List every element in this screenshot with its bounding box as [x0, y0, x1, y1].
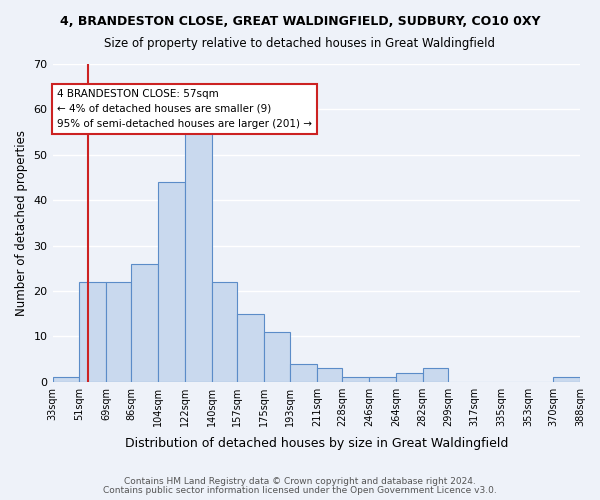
Bar: [342, 377, 369, 382]
Bar: [263, 332, 290, 382]
Bar: [79, 282, 106, 382]
Bar: [131, 264, 158, 382]
Y-axis label: Number of detached properties: Number of detached properties: [15, 130, 28, 316]
Bar: [158, 182, 185, 382]
Text: Contains public sector information licensed under the Open Government Licence v3: Contains public sector information licen…: [103, 486, 497, 495]
Text: Contains HM Land Registry data © Crown copyright and database right 2024.: Contains HM Land Registry data © Crown c…: [124, 478, 476, 486]
Bar: [317, 368, 342, 382]
Text: 4, BRANDESTON CLOSE, GREAT WALDINGFIELD, SUDBURY, CO10 0XY: 4, BRANDESTON CLOSE, GREAT WALDINGFIELD,…: [60, 15, 540, 28]
Bar: [106, 282, 131, 382]
Bar: [185, 123, 212, 382]
Bar: [422, 368, 448, 382]
Bar: [369, 377, 396, 382]
Bar: [553, 377, 580, 382]
Bar: [237, 314, 263, 382]
Text: Size of property relative to detached houses in Great Waldingfield: Size of property relative to detached ho…: [104, 38, 496, 51]
Bar: [212, 282, 237, 382]
Bar: [53, 377, 79, 382]
X-axis label: Distribution of detached houses by size in Great Waldingfield: Distribution of detached houses by size …: [125, 437, 508, 450]
Bar: [396, 372, 422, 382]
Text: 4 BRANDESTON CLOSE: 57sqm
← 4% of detached houses are smaller (9)
95% of semi-de: 4 BRANDESTON CLOSE: 57sqm ← 4% of detach…: [57, 89, 312, 128]
Bar: [290, 364, 317, 382]
